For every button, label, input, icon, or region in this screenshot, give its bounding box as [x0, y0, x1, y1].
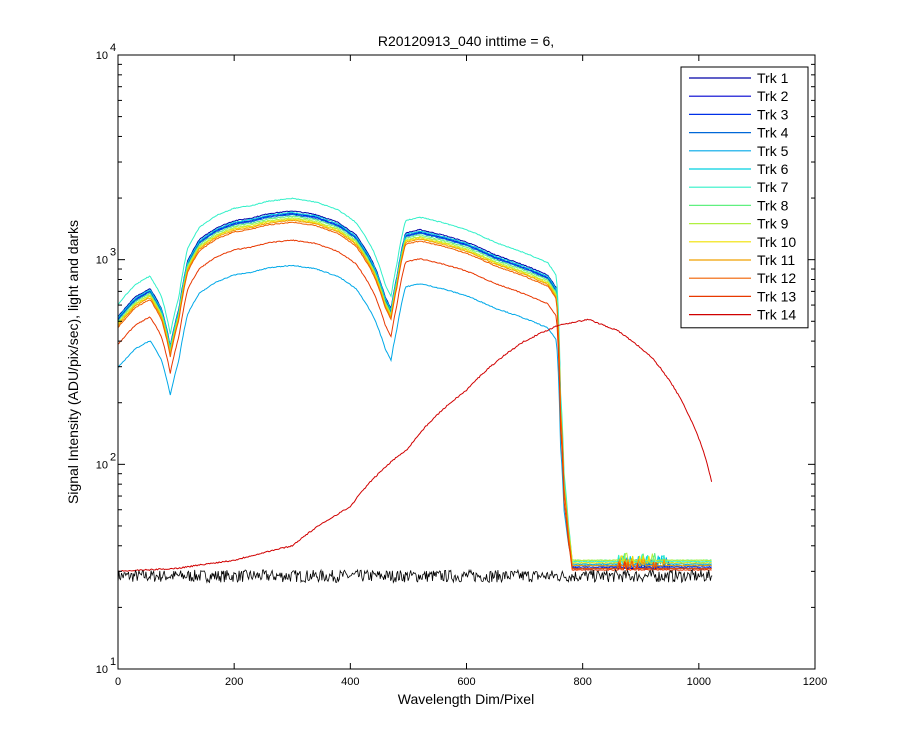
chart-title: R20120913_040 inttime = 6,: [378, 33, 554, 49]
legend-label: Trk 12: [757, 270, 796, 286]
legend-label: Trk 5: [757, 143, 789, 159]
dark-frames-line: [117, 568, 713, 584]
y-tick-exponent: 4: [110, 42, 116, 54]
legend-label: Trk 4: [757, 125, 789, 141]
x-axis-label: Wavelength Dim/Pixel: [398, 691, 534, 707]
series-line-trk-11: [117, 219, 712, 567]
x-tick-label: 0: [115, 676, 121, 688]
series-line-trk-13: [117, 239, 712, 572]
y-tick-label: 10: [96, 50, 108, 62]
y-axis-label: Signal Intensity (ADU/pix/sec), light an…: [65, 220, 81, 504]
x-tick-label: 400: [341, 676, 359, 688]
legend-label: Trk 14: [757, 307, 796, 323]
y-tick-exponent: 3: [110, 247, 116, 259]
legend-label: Trk 2: [757, 88, 789, 104]
legend-box: [680, 66, 809, 329]
series-line-trk-7: [117, 197, 712, 563]
y-tick-exponent: 2: [110, 451, 116, 463]
series-lines: [117, 197, 713, 573]
legend-label: Trk 11: [757, 252, 795, 268]
dark-frames: [117, 568, 713, 584]
series-line-trk-12: [117, 221, 712, 570]
series-line-trk-14: [117, 318, 713, 573]
x-tick-label: 600: [457, 676, 475, 688]
legend-label: Trk 3: [757, 106, 789, 122]
series-line-trk-3: [117, 212, 712, 569]
legend-label: Trk 10: [757, 234, 796, 250]
legend-label: Trk 6: [757, 161, 789, 177]
legend: Trk 1 Trk 2 Trk 3 Trk 4 Trk 5 Trk 6 Trk 7 Trk 8…: [680, 66, 809, 329]
x-tick-label: 800: [573, 676, 591, 688]
legend-label: Trk 13: [757, 288, 796, 304]
y-tick-label: 10: [96, 664, 108, 676]
y-tick-label: 10: [96, 255, 108, 267]
legend-label: Trk 1: [757, 70, 789, 86]
series-line-trk-5: [117, 264, 712, 566]
series-line-trk-10: [117, 218, 712, 565]
legend-label: Trk 8: [757, 197, 789, 213]
y-tick-label: 10: [96, 459, 108, 471]
x-tick-label: 1000: [687, 676, 711, 688]
legend-label: Trk 9: [757, 216, 789, 232]
x-tick-label: 1200: [803, 676, 827, 688]
legend-label: Trk 7: [757, 179, 789, 195]
y-tick-exponent: 1: [110, 656, 116, 668]
x-tick-label: 200: [225, 676, 243, 688]
series-line-trk-9: [117, 217, 712, 562]
